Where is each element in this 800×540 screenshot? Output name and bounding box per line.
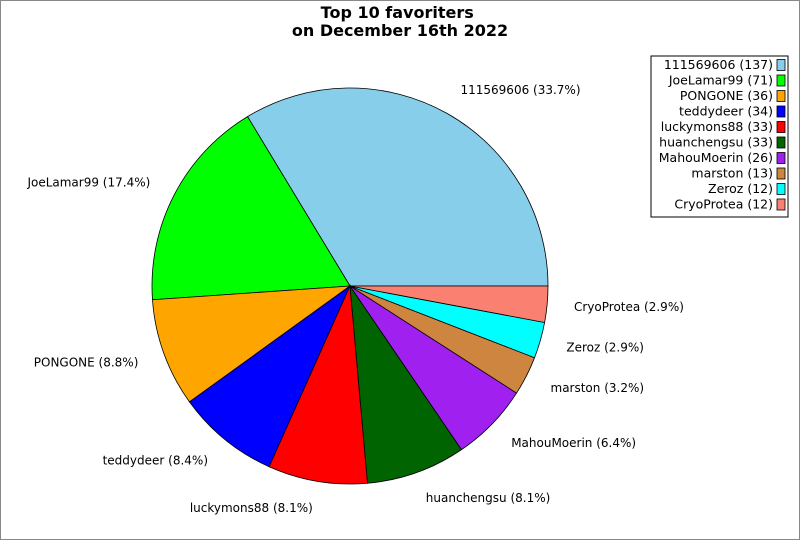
- legend-label-Zeroz: Zeroz (12): [708, 181, 773, 196]
- pie-slice-labels: 111569606 (33.7%) JoeLamar99 (17.4%) PONGO…: [26, 83, 683, 515]
- legend-swatch-JoeLamar99: [776, 74, 786, 87]
- legend: 111569606 (137)JoeLamar99 (71)PONGONE (3…: [650, 55, 789, 218]
- slice-label-CryoProtea: CryoProtea (2.9%): [574, 300, 684, 314]
- slice-label-huanchengsu: huanchengsu (8.1%): [426, 491, 551, 505]
- pie-slices: [151, 87, 549, 485]
- legend-swatch-MahouMoerin: [776, 152, 786, 164]
- chart-title-line-1: Top 10 favoriters: [321, 3, 474, 22]
- slice-label-teddydeer: teddydeer (8.4%): [103, 454, 208, 468]
- pie-slice-JoeLamar99: [151, 116, 351, 301]
- pie-slice-luckymons88: [268, 284, 368, 485]
- legend-label-MahouMoerin: MahouMoerin (26): [659, 150, 773, 165]
- chart-title-line-2: on December 16th 2022: [292, 21, 508, 40]
- legend-label-CryoProtea: CryoProtea (12): [674, 197, 773, 212]
- legend-swatch-luckymons88: [776, 121, 786, 133]
- legend-swatch-PONGONE: [776, 90, 786, 102]
- legend-box: [650, 55, 789, 218]
- slice-label-PONGONE: PONGONE (8.8%): [34, 356, 139, 370]
- legend-swatch-CryoProtea: [776, 198, 786, 211]
- slice-label-JoeLamar99: JoeLamar99 (17.4%): [26, 175, 150, 189]
- legend-swatch-huanchengsu: [776, 136, 786, 149]
- legend-label-PONGONE: PONGONE (36): [680, 88, 773, 103]
- legend-label-huanchengsu: huanchengsu (33): [659, 135, 773, 150]
- slice-label-111569606: 111569606 (33.7%): [461, 83, 581, 97]
- legend-label-JoeLamar99: JoeLamar99 (71): [668, 73, 773, 88]
- legend-swatch-111569606: [776, 59, 786, 71]
- legend-label-111569606: 111569606 (137): [664, 57, 773, 72]
- slice-label-Zeroz: Zeroz (2.9%): [566, 341, 644, 355]
- slice-label-MahouMoerin: MahouMoerin (6.4%): [511, 436, 636, 450]
- legend-swatch-Zeroz: [776, 183, 786, 195]
- pie-slice-teddydeer: [188, 284, 351, 468]
- pie-slice-111569606: [246, 87, 549, 287]
- chart-title: Top 10 favoriters on December 16th 2022: [292, 3, 508, 40]
- pie-slice-huanchengsu: [349, 284, 463, 484]
- slice-label-marston: marston (3.2%): [551, 381, 645, 395]
- legend-swatch-teddydeer: [776, 105, 786, 118]
- legend-label-marston: marston (13): [691, 166, 773, 181]
- slice-label-luckymons88: luckymons88 (8.1%): [190, 501, 313, 515]
- legend-label-luckymons88: luckymons88 (33): [661, 119, 773, 134]
- pie-slice-PONGONE: [152, 285, 352, 403]
- legend-swatch-marston: [776, 167, 786, 180]
- pie-slice-CryoProtea: [349, 285, 549, 323]
- legend-label-teddydeer: teddydeer (34): [679, 104, 773, 119]
